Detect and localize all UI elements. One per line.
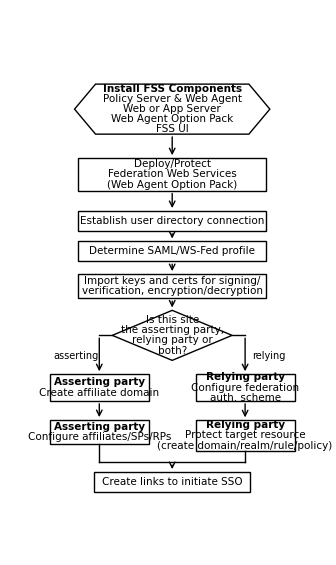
Text: Protect target resource: Protect target resource xyxy=(185,431,305,440)
Text: relying: relying xyxy=(252,351,285,361)
Bar xyxy=(50,420,149,444)
Text: the asserting party,: the asserting party, xyxy=(121,325,224,335)
Text: Configure affiliates/SPs/RPs: Configure affiliates/SPs/RPs xyxy=(28,432,171,442)
Text: Is this site: Is this site xyxy=(145,315,199,325)
Bar xyxy=(94,472,250,492)
Text: Web or App Server: Web or App Server xyxy=(123,104,221,114)
Bar xyxy=(79,158,266,191)
Text: relying party or: relying party or xyxy=(132,336,213,345)
Text: Web Agent Option Pack: Web Agent Option Pack xyxy=(111,114,233,124)
Bar xyxy=(79,274,266,298)
Text: verification, encryption/decryption: verification, encryption/decryption xyxy=(82,286,263,296)
Text: Asserting party: Asserting party xyxy=(54,377,145,388)
Text: Determine SAML/WS-Fed profile: Determine SAML/WS-Fed profile xyxy=(89,246,255,257)
Bar xyxy=(79,241,266,262)
Text: Relying party: Relying party xyxy=(206,420,285,431)
Text: Relying party: Relying party xyxy=(206,372,285,383)
Text: Install FSS Components: Install FSS Components xyxy=(102,84,242,94)
Text: Federation Web Services: Federation Web Services xyxy=(108,170,237,179)
Polygon shape xyxy=(75,84,270,134)
Text: Configure federation: Configure federation xyxy=(191,383,299,393)
Text: Create links to initiate SSO: Create links to initiate SSO xyxy=(102,477,243,487)
Bar xyxy=(79,211,266,231)
Text: Asserting party: Asserting party xyxy=(54,422,145,432)
Text: both?: both? xyxy=(158,346,187,355)
Text: auth. scheme: auth. scheme xyxy=(210,393,281,403)
Text: FSS UI: FSS UI xyxy=(156,124,188,134)
Polygon shape xyxy=(112,310,232,360)
Text: Policy Server & Web Agent: Policy Server & Web Agent xyxy=(103,94,242,104)
Text: (Web Agent Option Pack): (Web Agent Option Pack) xyxy=(107,180,237,189)
Text: Create affiliate domain: Create affiliate domain xyxy=(39,388,159,398)
Bar xyxy=(196,420,295,451)
Bar xyxy=(196,374,295,401)
Text: Import keys and certs for signing/: Import keys and certs for signing/ xyxy=(84,276,260,286)
Text: (create domain/realm/rule/policy): (create domain/realm/rule/policy) xyxy=(158,441,333,450)
Text: Deploy/Protect: Deploy/Protect xyxy=(134,159,211,170)
Text: Establish user directory connection: Establish user directory connection xyxy=(80,216,264,226)
Bar xyxy=(50,374,149,401)
Text: asserting: asserting xyxy=(53,351,98,361)
